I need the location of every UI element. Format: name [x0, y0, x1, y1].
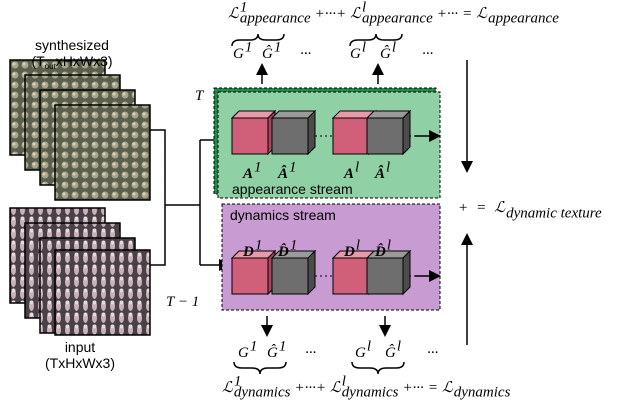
math-text: +···+: [315, 6, 347, 22]
math-text: =: [462, 6, 472, 22]
math-symbol: G: [233, 46, 244, 62]
synthesized-stack: [9, 59, 151, 201]
math-text: ···: [300, 46, 311, 62]
math-text: +: [458, 200, 468, 216]
cube-front: [366, 257, 404, 295]
math-symbol: ℒ: [330, 380, 342, 396]
math-text: +···+: [294, 380, 326, 396]
math-sub: appearance: [362, 11, 433, 27]
math-symbol: ℒ: [222, 380, 234, 396]
math-sup: l: [362, 0, 366, 15]
math-sub: dynamics: [342, 385, 399, 401]
input-label: input: [65, 339, 95, 355]
dynamics-stream-label: dynamics stream: [230, 207, 336, 223]
math-symbol: A: [343, 166, 354, 182]
math-sub: dynamics: [234, 385, 291, 401]
math-symbol: ℒ: [476, 6, 488, 22]
math-text: +···: [402, 380, 423, 396]
math-sup: 1: [289, 159, 297, 175]
input-stack: [9, 207, 151, 336]
math-symbol: Ĝ: [267, 344, 278, 361]
math-symbol: ℒ: [228, 6, 240, 22]
math-sub: appearance: [488, 11, 559, 27]
synthesized-label: synthesized: [35, 37, 109, 53]
math-sub: dynamic texture: [506, 205, 602, 221]
math-symbol: ℒ: [442, 380, 454, 396]
math-sup: 1: [240, 0, 248, 15]
math-symbol: Â: [277, 165, 288, 182]
cube-side: [307, 249, 316, 296]
math-sup: l: [355, 159, 359, 175]
cube-front: [366, 117, 404, 155]
cube-front: [332, 257, 370, 295]
math-sup: 1: [274, 39, 282, 55]
math-symbol: ℒ: [494, 200, 506, 216]
math-symbol: Â: [374, 165, 385, 182]
time-previous: T − 1: [166, 294, 199, 310]
math-symbol: ℒ: [350, 6, 362, 22]
math-symbol: Ĝ: [380, 45, 391, 62]
input-dims: (TxHxWx3): [45, 355, 115, 371]
math-text: ···: [305, 345, 316, 361]
math-symbol: G: [355, 345, 366, 361]
math-text: ···: [427, 345, 438, 361]
math-symbol: G: [238, 345, 249, 361]
connector: [150, 129, 201, 266]
cube-side: [307, 109, 316, 156]
math-text: =: [476, 200, 486, 216]
time-current: T: [195, 88, 205, 104]
math-sup: l: [356, 237, 360, 253]
math-sup: l: [386, 159, 390, 175]
cube-side: [402, 109, 411, 156]
brace: [233, 361, 287, 375]
math-symbol: D̂: [277, 242, 289, 260]
cube-front: [231, 117, 269, 155]
math-sup: l: [367, 338, 371, 354]
brace: [231, 33, 285, 47]
math-sup: 1: [255, 237, 263, 253]
math-text: +···: [437, 6, 458, 22]
math-sub: appearance: [240, 11, 311, 27]
math-sup: l: [397, 338, 401, 354]
appearance-stream-label: appearance stream: [232, 181, 353, 197]
math-text: =: [428, 380, 438, 396]
math-symbol: G: [350, 46, 361, 62]
brace: [351, 361, 405, 375]
math-sup: 1: [234, 373, 242, 389]
cube-front: [231, 257, 269, 295]
math-sup: l: [342, 373, 346, 389]
math-sup: l: [392, 39, 396, 55]
math-symbol: A: [242, 166, 253, 182]
math-sup: 1: [290, 237, 298, 253]
math-sup: l: [387, 237, 391, 253]
math-symbol: D: [242, 244, 254, 260]
math-symbol: Ĝ: [385, 344, 396, 361]
math-sup: 1: [245, 39, 253, 55]
brace: [349, 33, 403, 47]
math-text: ···: [422, 46, 433, 62]
math-sup: 1: [279, 338, 287, 354]
cube-front: [271, 117, 309, 155]
math-sup: l: [362, 39, 366, 55]
math-symbol: Ĝ: [262, 45, 273, 62]
math-sup: 1: [254, 159, 262, 175]
cube-front: [271, 257, 309, 295]
synthesized-dims: (ToutxHxWx3): [31, 53, 112, 71]
math-symbol: D: [343, 244, 355, 260]
cube-side: [402, 249, 411, 296]
math-sub: dynamics: [454, 385, 511, 401]
math-sup: 1: [250, 338, 258, 354]
math-symbol: D̂: [374, 242, 386, 260]
cube-front: [332, 117, 370, 155]
